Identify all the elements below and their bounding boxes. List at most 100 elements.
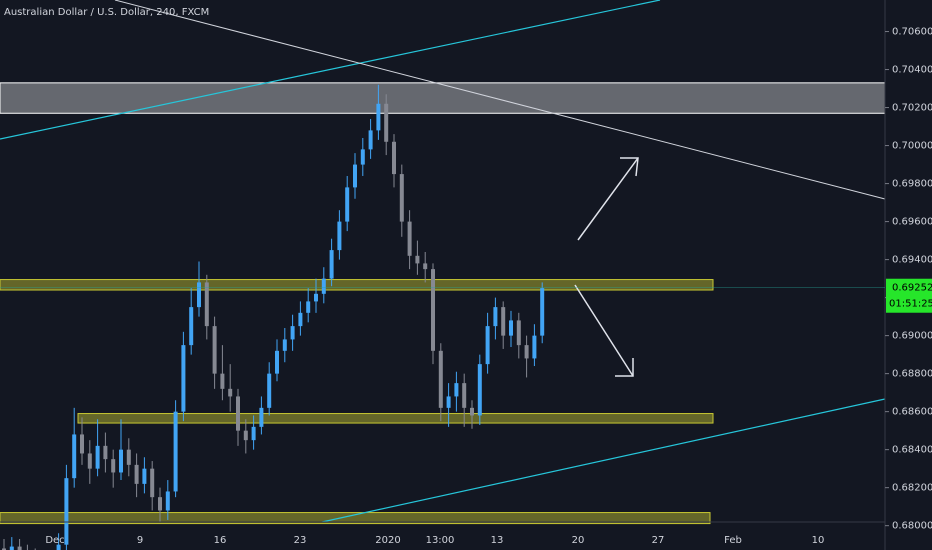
candle-body — [87, 453, 92, 469]
candle-body — [368, 130, 373, 150]
candle-body — [431, 269, 435, 351]
y-tick-label: 0.69600 — [892, 217, 932, 228]
y-tick-label: 0.70600 — [892, 27, 932, 38]
candle-body — [454, 383, 459, 397]
candle-body — [423, 263, 428, 270]
x-tick-label: 9 — [137, 535, 143, 546]
candle-body — [337, 221, 342, 251]
candle-body — [376, 103, 381, 131]
candle-body — [150, 468, 155, 498]
candle-body — [189, 307, 194, 346]
candle-body — [407, 221, 412, 256]
last-price-box — [886, 278, 932, 313]
candle-body — [329, 250, 334, 279]
x-tick-label: 13:00 — [426, 535, 455, 546]
candle-body — [321, 278, 326, 294]
candle-body — [509, 320, 513, 336]
candle-body — [80, 434, 84, 454]
y-tick-label: 0.68200 — [892, 483, 932, 494]
countdown-label: 01:51:25 — [889, 299, 932, 310]
candle-body — [290, 326, 295, 340]
candle-body — [524, 345, 529, 359]
candle-body — [158, 497, 162, 511]
zone — [77, 413, 714, 424]
candle-body — [228, 388, 233, 397]
candle-body — [111, 459, 116, 473]
candle-body — [134, 464, 139, 484]
candle-body — [384, 103, 389, 142]
y-tick-label: 0.68800 — [892, 369, 932, 380]
candle-body — [17, 546, 22, 550]
x-tick-label: Dec — [45, 535, 64, 546]
candle-body — [251, 426, 256, 441]
trend-line — [114, 0, 886, 200]
candle-body — [493, 307, 498, 327]
candle-body — [103, 445, 108, 460]
y-tick-label: 0.68000 — [892, 521, 932, 532]
candle-body — [259, 407, 264, 427]
chart-title: Australian Dollar / U.S. Dollar, 240, FX… — [4, 7, 209, 18]
candle-body — [2, 548, 6, 550]
candle-body — [532, 335, 537, 359]
candle-body — [212, 326, 217, 374]
y-tick-label: 0.68600 — [892, 407, 932, 418]
candle-body — [501, 307, 506, 336]
candle-body — [392, 141, 396, 175]
y-tick-label: 0.70000 — [892, 141, 932, 152]
candle-body — [462, 383, 467, 408]
candle-body — [142, 468, 147, 484]
trend-line — [0, 0, 661, 140]
x-tick-label: 23 — [294, 535, 307, 546]
x-tick-label: 13 — [491, 535, 504, 546]
candle-body — [438, 350, 443, 408]
x-tick-label: 16 — [214, 535, 227, 546]
candle-body — [243, 430, 248, 441]
candle-body — [181, 345, 186, 412]
candle-body — [345, 187, 350, 222]
candle-body — [485, 326, 490, 365]
candle-body — [95, 445, 100, 469]
y-tick-label: 0.70200 — [892, 103, 932, 114]
candle-body — [470, 407, 474, 416]
zone — [0, 279, 714, 291]
candle-body — [267, 373, 272, 408]
y-tick-label: 0.69800 — [892, 179, 932, 190]
x-tick-label: Feb — [724, 535, 742, 546]
candle-body — [236, 396, 240, 431]
x-tick-label: 20 — [572, 535, 585, 546]
candle-body — [306, 301, 311, 313]
last-price-label: 0.69252 — [892, 283, 932, 294]
candle-body — [540, 288, 545, 336]
arrow — [577, 157, 639, 241]
candle-body — [516, 320, 521, 346]
y-tick-label: 0.69400 — [892, 255, 932, 266]
candle-body — [353, 164, 357, 188]
x-tick-label: 2020 — [375, 535, 400, 546]
candle-body — [64, 478, 69, 545]
candle-body — [173, 411, 178, 492]
x-tick-label: 10 — [812, 535, 825, 546]
candle-body — [477, 364, 482, 416]
candle-body — [446, 396, 451, 408]
candle-body — [298, 312, 303, 327]
candle-body — [415, 255, 420, 264]
candle-body — [197, 282, 201, 308]
candle-body — [126, 449, 131, 465]
candle-body — [314, 293, 318, 302]
candle-body — [360, 149, 365, 165]
y-tick-label: 0.68400 — [892, 445, 932, 456]
zone — [0, 82, 886, 114]
arrow — [574, 284, 634, 377]
candle-body — [9, 546, 14, 550]
zone — [0, 512, 711, 525]
candle-body — [204, 282, 209, 327]
candle-body — [119, 449, 123, 473]
x-tick-label: 27 — [652, 535, 665, 546]
candle-body — [399, 174, 404, 222]
trend-line — [321, 398, 886, 523]
candle-body — [56, 544, 61, 550]
y-tick-label: 0.70400 — [892, 65, 932, 76]
candle-body — [275, 350, 279, 374]
